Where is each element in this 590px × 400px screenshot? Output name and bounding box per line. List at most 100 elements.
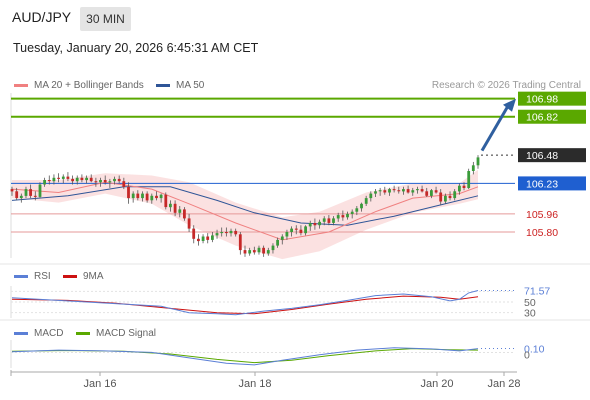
candle-body	[327, 218, 331, 223]
x-tick-label: Jan 16	[83, 378, 116, 390]
candle-body	[38, 184, 42, 197]
candle-body	[383, 190, 387, 193]
candle-body	[336, 215, 340, 219]
level-label-106.23: 106.23	[526, 178, 558, 190]
level-label-106.48: 106.48	[526, 150, 558, 162]
legend-label: RSI	[34, 271, 51, 282]
x-tick-label: Jan 20	[420, 378, 453, 390]
rsi-level-label: 50	[524, 297, 536, 309]
candle-body	[136, 193, 140, 199]
candle-body	[71, 178, 74, 182]
level-tag-106.23	[518, 176, 586, 191]
candle-body	[364, 198, 368, 204]
candle-body	[159, 194, 163, 199]
candle-body	[66, 176, 70, 179]
candle-body	[406, 189, 410, 193]
legend-rsi-9ma: 9MA	[63, 271, 104, 282]
level-tag-106.98	[518, 91, 586, 106]
candle-body	[313, 223, 317, 226]
candle-body	[378, 190, 382, 192]
research-credit: Research © 2026 Trading Central	[431, 80, 581, 91]
level-label-105.96: 105.96	[526, 209, 558, 221]
candle-body	[425, 191, 429, 196]
candle-body	[458, 185, 461, 192]
candle-body	[108, 181, 112, 183]
candle-body	[462, 185, 466, 188]
timeframe-button[interactable]: 30 MIN	[80, 7, 131, 31]
candle-body	[350, 211, 354, 214]
legend-macd: MACD	[14, 328, 63, 339]
candle-body	[61, 176, 65, 179]
candle-body	[103, 180, 107, 183]
candle-body	[43, 180, 46, 185]
candle-body	[197, 238, 200, 242]
candle-body	[229, 230, 233, 234]
candle-body	[19, 195, 23, 199]
rsi-line	[11, 290, 479, 316]
candle-body	[173, 203, 177, 213]
level-tag-106.48	[518, 148, 586, 163]
candle-body	[29, 189, 32, 196]
level-label-105.80: 105.80	[526, 227, 558, 239]
candle-body	[243, 250, 247, 254]
candle-body	[187, 218, 191, 229]
candle-body	[183, 209, 186, 219]
candle-body	[252, 250, 256, 253]
candle-body	[10, 189, 14, 192]
candle-body	[89, 177, 93, 182]
x-tick-label: Jan 18	[238, 378, 271, 390]
ma50-swatch	[156, 83, 170, 87]
candle-body	[131, 193, 135, 199]
candle-body	[220, 232, 224, 234]
macd-swatch	[14, 331, 28, 335]
candle-body	[24, 189, 28, 196]
candle-body	[416, 189, 419, 191]
symbol-title: AUD/JPY	[12, 9, 72, 25]
candle-body	[276, 239, 279, 246]
candle-body	[402, 189, 405, 192]
legend-ma50: MA 50	[156, 80, 204, 91]
candle-body	[85, 177, 88, 181]
macd-zero-label: 0	[524, 349, 530, 361]
candle-body	[392, 189, 396, 191]
legend-label: 9MA	[83, 271, 104, 282]
legend-ma20-bollinger: MA 20 + Bollinger Bands	[14, 80, 144, 91]
candle-body	[33, 195, 37, 197]
candle-body	[145, 193, 149, 201]
candle-body	[476, 157, 480, 166]
candle-body	[388, 189, 391, 193]
rsi-9ma-line	[11, 295, 479, 315]
rsi-9ma-swatch	[63, 274, 77, 278]
candle-body	[448, 195, 452, 199]
rsi-level-label: 30	[524, 308, 536, 320]
rsi-value-label: 71.57	[524, 285, 550, 297]
candle-body	[271, 245, 275, 251]
rsi-swatch	[14, 274, 28, 278]
candle-body	[47, 180, 51, 182]
candle-body	[52, 177, 56, 182]
candle-body	[266, 250, 270, 254]
candle-body	[369, 193, 373, 199]
candle-body	[341, 215, 345, 218]
chart-datetime: Tuesday, January 20, 2026 6:45:31 AM CET	[13, 41, 259, 55]
candle-body	[238, 234, 242, 251]
candle-body	[225, 232, 228, 234]
forecast-arrow	[480, 103, 511, 152]
candle-body	[290, 228, 293, 232]
candle-body	[257, 247, 261, 253]
candle-body	[374, 191, 377, 194]
candle-body	[155, 195, 158, 199]
candle-body	[444, 195, 447, 202]
candle-body	[360, 203, 363, 209]
candle-body	[122, 181, 126, 187]
candle-body	[169, 203, 172, 208]
candle-body	[280, 236, 284, 240]
candle-body	[15, 191, 19, 199]
candle-body	[471, 165, 475, 171]
candle-body	[57, 177, 60, 179]
candle-body	[80, 177, 84, 181]
candle-body	[75, 177, 79, 182]
candle-body	[117, 178, 121, 182]
candle-body	[206, 236, 210, 240]
x-tick-label: Jan 28	[487, 378, 520, 390]
